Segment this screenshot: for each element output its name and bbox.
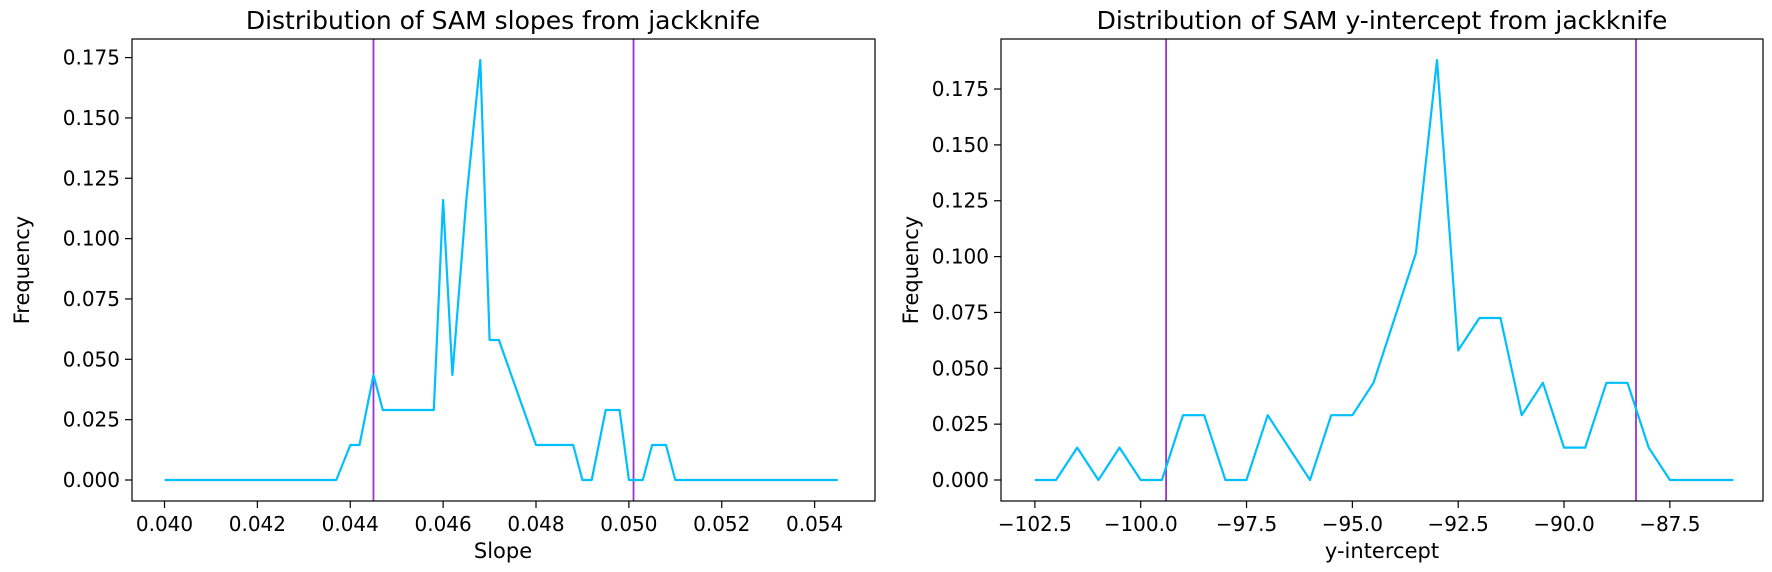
- plot-frame: [131, 38, 876, 502]
- x-tick-label: 0.046: [414, 512, 471, 536]
- y-tick-label: 0.025: [932, 412, 989, 436]
- x-tick-label: −92.5: [1428, 512, 1489, 536]
- y-tick-label: 0.125: [63, 166, 120, 190]
- ticks-layer: 0.040 0.042 0.044 0.046 0.048 0.050 0.052 0.054…: [63, 46, 844, 536]
- y-tick-label: 0.125: [932, 189, 989, 213]
- y-tick-label: 0.000: [63, 468, 120, 492]
- y-tick-label: 0.100: [932, 245, 989, 269]
- ticks-layer: −102.5 −100.0 −97.5 −95.0 −92.5 −90.0 −87.5 0.0…: [932, 77, 1701, 536]
- y-tick-label: 0.075: [932, 300, 989, 324]
- y-tick-label: 0.175: [932, 77, 989, 101]
- y-tick-label: 0.150: [932, 133, 989, 157]
- x-axis-label: y-intercept: [1325, 539, 1439, 563]
- x-tick-label: −90.0: [1533, 512, 1594, 536]
- y-tick-label: 0.175: [63, 46, 120, 70]
- series-line: [164, 58, 838, 482]
- chart-title: Distribution of SAM slopes from jackknif…: [246, 6, 760, 35]
- x-tick-label: −97.5: [1216, 512, 1277, 536]
- y-tick-label: 0.000: [932, 468, 989, 492]
- chart-slopes: Distribution of SAM slopes from jackknif…: [10, 6, 876, 563]
- plot-frame: [1000, 38, 1764, 502]
- lines-layer: [164, 58, 838, 482]
- lines-layer: [1034, 58, 1734, 482]
- series-line: [1034, 58, 1734, 482]
- x-tick-label: 0.044: [322, 512, 379, 536]
- x-tick-label: 0.040: [136, 512, 193, 536]
- y-axis-label: Frequency: [10, 216, 34, 325]
- x-axis-label: Slope: [474, 539, 532, 563]
- x-tick-label: −100.0: [1104, 512, 1178, 536]
- chart-intercepts: Distribution of SAM y-intercept from jac…: [899, 6, 1764, 563]
- x-tick-label: 0.048: [507, 512, 564, 536]
- x-tick-label: 0.050: [600, 512, 657, 536]
- chart-title: Distribution of SAM y-intercept from jac…: [1097, 6, 1668, 35]
- vlines-layer: [372, 39, 635, 501]
- x-tick-label: 0.042: [229, 512, 286, 536]
- x-tick-label: −102.5: [998, 512, 1072, 536]
- x-tick-label: −95.0: [1322, 512, 1383, 536]
- x-tick-label: 0.052: [693, 512, 750, 536]
- y-tick-label: 0.050: [932, 356, 989, 380]
- y-tick-label: 0.075: [63, 287, 120, 311]
- y-axis-label: Frequency: [899, 216, 923, 325]
- x-tick-label: 0.054: [786, 512, 843, 536]
- y-tick-label: 0.100: [63, 227, 120, 251]
- y-tick-label: 0.050: [63, 347, 120, 371]
- y-tick-label: 0.150: [63, 106, 120, 130]
- vlines-layer: [1165, 39, 1637, 501]
- y-tick-label: 0.025: [63, 408, 120, 432]
- x-tick-label: −87.5: [1639, 512, 1700, 536]
